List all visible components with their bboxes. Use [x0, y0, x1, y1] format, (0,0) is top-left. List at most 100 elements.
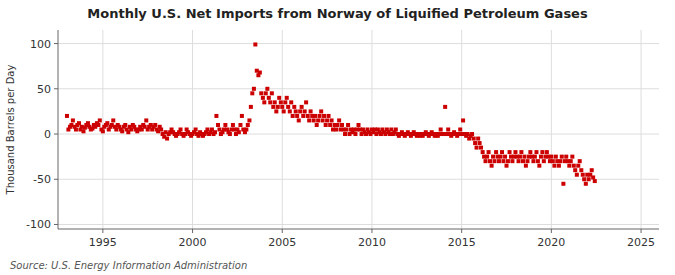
- point: [461, 118, 465, 122]
- point: [549, 155, 553, 159]
- point: [518, 155, 522, 159]
- point: [65, 114, 69, 118]
- point: [238, 123, 242, 127]
- point: [525, 159, 529, 163]
- x-tick-label: 2015: [448, 236, 476, 249]
- point: [276, 105, 280, 109]
- x-tick-label: 2020: [537, 236, 565, 249]
- point: [277, 96, 281, 100]
- point: [503, 155, 507, 159]
- point: [252, 87, 256, 91]
- x-tick: [102, 229, 103, 233]
- point: [344, 128, 348, 132]
- x-tick: [641, 229, 642, 233]
- y-tick: [54, 43, 58, 44]
- chart: Monthly U.S. Net Imports from Norway of …: [0, 0, 675, 275]
- point: [531, 159, 535, 163]
- point: [336, 123, 340, 127]
- point: [307, 118, 311, 122]
- point: [475, 146, 479, 150]
- point: [324, 123, 328, 127]
- point: [271, 105, 275, 109]
- point: [591, 175, 595, 179]
- point: [86, 121, 90, 125]
- x-tick-label: 2000: [179, 236, 207, 249]
- point: [223, 123, 227, 127]
- y-tick-label: 50: [37, 83, 51, 96]
- point: [575, 173, 579, 177]
- point: [472, 137, 476, 141]
- point: [590, 168, 594, 172]
- y-axis-label: Thousand Barrels per Day: [5, 65, 16, 196]
- point: [322, 114, 326, 118]
- point: [330, 118, 334, 122]
- point: [316, 118, 320, 122]
- point: [533, 155, 537, 159]
- point: [343, 132, 347, 136]
- point: [494, 150, 498, 154]
- point: [298, 109, 302, 113]
- point: [328, 123, 332, 127]
- point: [96, 123, 100, 127]
- point: [551, 159, 555, 163]
- point: [294, 109, 298, 113]
- point: [481, 150, 485, 154]
- point: [231, 123, 235, 127]
- point: [214, 114, 218, 118]
- point: [484, 159, 488, 163]
- x-axis-line: [58, 229, 659, 230]
- y-grid-line: [58, 134, 659, 135]
- point: [153, 123, 157, 127]
- point: [304, 100, 308, 104]
- point: [291, 114, 295, 118]
- point: [557, 164, 561, 168]
- x-grid-line: [641, 30, 642, 229]
- point: [513, 150, 517, 154]
- point: [542, 159, 546, 163]
- point: [306, 114, 310, 118]
- point: [288, 109, 292, 113]
- y-grid-line: [58, 43, 659, 44]
- point: [576, 164, 580, 168]
- point: [259, 91, 263, 95]
- point: [216, 123, 220, 127]
- grid: [58, 30, 659, 229]
- points: [65, 42, 597, 185]
- point: [282, 109, 286, 113]
- point: [521, 159, 525, 163]
- point: [244, 128, 248, 132]
- point: [262, 100, 266, 104]
- point: [237, 130, 241, 134]
- point: [303, 109, 307, 113]
- x-grid-line: [551, 30, 552, 229]
- point: [570, 155, 574, 159]
- point: [572, 164, 576, 168]
- point: [101, 129, 105, 133]
- point: [584, 182, 588, 186]
- point: [265, 87, 269, 91]
- point: [561, 182, 565, 186]
- point: [274, 109, 278, 113]
- point: [297, 118, 301, 122]
- point: [105, 121, 109, 125]
- source-note: Source: U.S. Energy Information Administ…: [10, 260, 247, 271]
- point: [545, 150, 549, 154]
- x-tick-label: 2025: [627, 236, 655, 249]
- point: [522, 155, 526, 159]
- point: [289, 100, 293, 104]
- point: [536, 159, 540, 163]
- point: [325, 118, 329, 122]
- point: [517, 159, 521, 163]
- point: [285, 96, 289, 100]
- point: [487, 150, 491, 154]
- point: [446, 128, 450, 132]
- y-grid-line: [58, 179, 659, 180]
- point: [321, 118, 325, 122]
- point: [144, 118, 148, 122]
- y-tick-label: -50: [33, 173, 51, 186]
- y-tick: [54, 88, 58, 89]
- point: [280, 105, 284, 109]
- x-grid-line: [192, 30, 193, 229]
- point: [534, 150, 538, 154]
- point: [458, 128, 462, 132]
